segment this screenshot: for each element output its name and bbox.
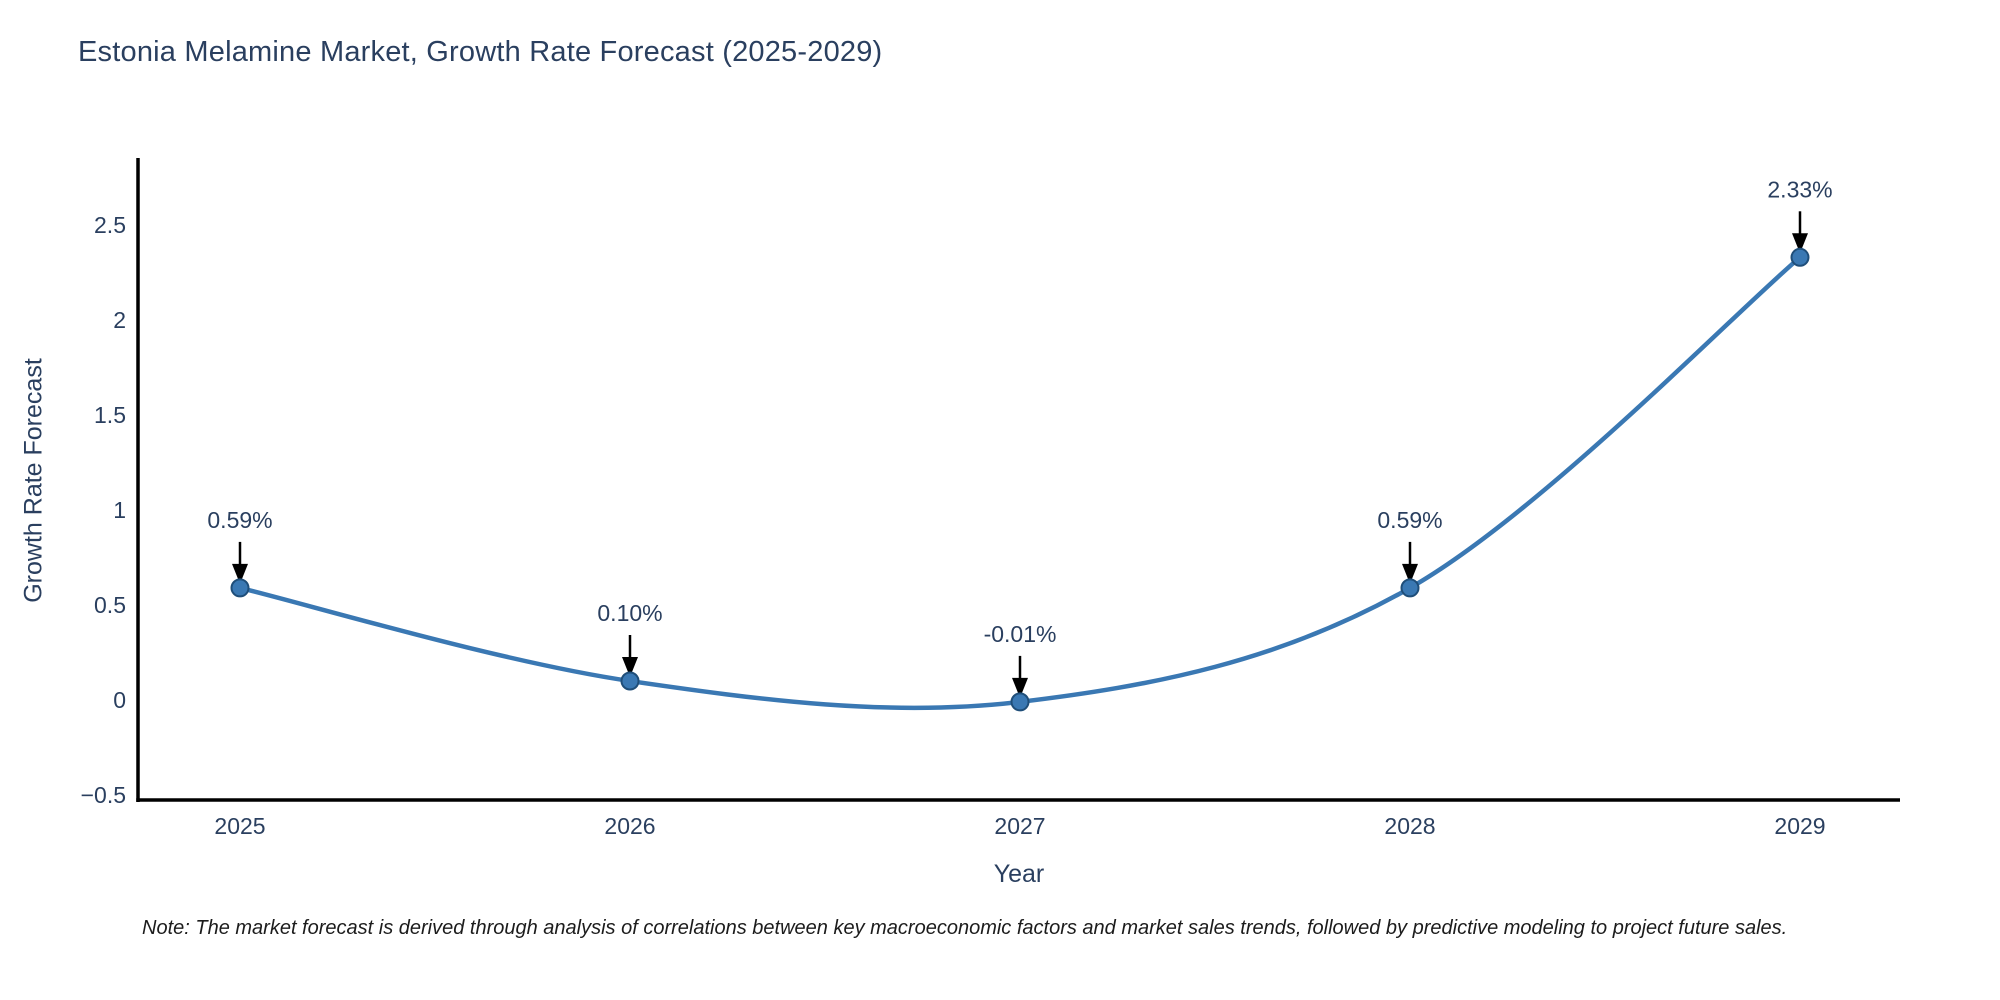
annotation-label: 0.59% <box>1377 507 1442 533</box>
data-point-marker <box>230 578 250 598</box>
annotation-label: 0.10% <box>597 600 662 626</box>
footnote: Note: The market forecast is derived thr… <box>142 917 1788 939</box>
data-point-marker <box>620 671 640 691</box>
y-tick-label: 1.5 <box>94 402 126 428</box>
x-axis-title: Year <box>993 860 1045 888</box>
trend-line <box>237 255 1803 711</box>
y-tick-label: 1 <box>113 497 126 523</box>
x-tick-label: 2027 <box>994 813 1045 839</box>
data-point-marker <box>1790 247 1810 267</box>
y-tick-label: −0.5 <box>81 782 126 808</box>
data-point-marker <box>1010 692 1030 712</box>
annotation-arrowhead <box>622 657 638 677</box>
chart-title: Estonia Melamine Market, Growth Rate For… <box>78 36 883 68</box>
annotation-arrowhead <box>1012 677 1028 698</box>
x-tick-label: 2026 <box>604 813 655 839</box>
data-point-marker <box>1400 578 1420 598</box>
x-tick-label: 2029 <box>1774 813 1825 839</box>
annotation-arrowhead <box>1402 563 1418 584</box>
annotation-label: 0.59% <box>207 507 272 533</box>
y-tick-label: 0.5 <box>94 592 126 618</box>
x-tick-label: 2028 <box>1384 813 1435 839</box>
annotation-label: 2.33% <box>1767 176 1832 202</box>
annotation-arrowhead <box>232 563 248 584</box>
annotation-label: -0.01% <box>984 621 1057 647</box>
y-tick-label: 2 <box>113 307 126 333</box>
x-tick-label: 2025 <box>214 813 265 839</box>
y-tick-label: 0 <box>113 687 126 713</box>
y-axis-title: Growth Rate Forecast <box>19 358 48 603</box>
y-tick-label: 2.5 <box>94 212 126 238</box>
annotation-arrowhead <box>1792 233 1808 254</box>
